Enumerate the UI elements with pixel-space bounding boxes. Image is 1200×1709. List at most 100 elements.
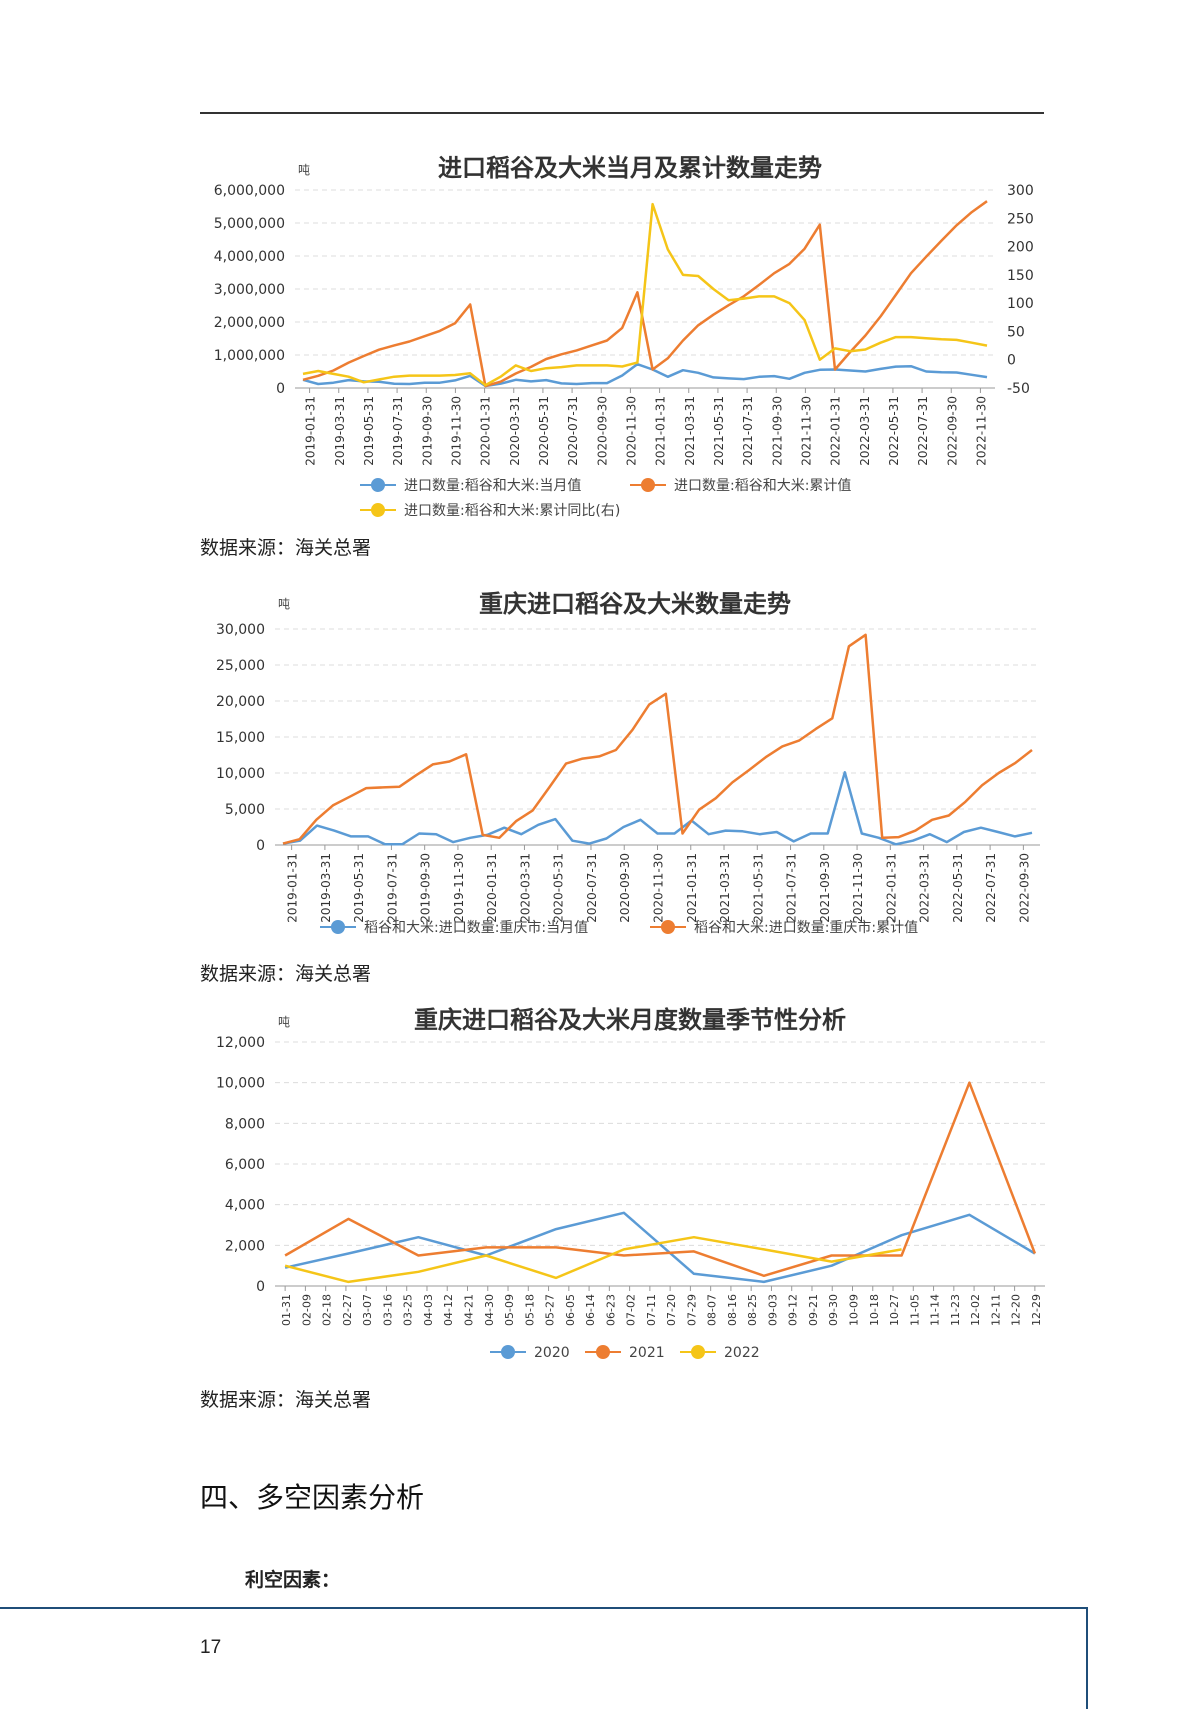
x-tick-label: 2022-05-31 (951, 853, 965, 923)
x-tick-label: 2021-11-30 (851, 853, 865, 923)
y-tick-label: 0 (276, 381, 285, 397)
x-tick-label: 12-02 (969, 1294, 982, 1326)
x-tick-label: 01-31 (280, 1294, 293, 1326)
x-tick-label: 05-18 (523, 1294, 536, 1326)
x-tick-label: 09-30 (827, 1294, 840, 1326)
x-tick-label: 2021-01-31 (685, 853, 699, 923)
x-tick-label: 2020-03-31 (518, 853, 532, 923)
legend-label: 进口数量:稻谷和大米:累计值 (674, 478, 851, 494)
x-tick-label: 09-21 (807, 1294, 820, 1326)
legend-marker (371, 478, 385, 492)
x-tick-label: 02-09 (300, 1294, 313, 1326)
chart-1-svg: 进口稻谷及大米当月及累计数量走势 吨 6,000,000 5,000,000 4,000… (214, 154, 1034, 519)
x-tick-label: 2021-07-31 (785, 853, 799, 923)
section-subtitle: 利空因素： (245, 1569, 341, 1591)
x-tick-label: 2019-11-30 (449, 396, 463, 466)
x-tick-label: 2020-05-31 (537, 396, 551, 466)
x-tick-label: 2020-11-30 (624, 396, 638, 466)
series-line-1 (282, 771, 1033, 846)
legend-marker (596, 1345, 610, 1359)
x-tick-label: 2022-09-30 (945, 396, 959, 466)
legend-marker (691, 1345, 705, 1359)
x-tick-label: 2019-03-31 (319, 853, 333, 923)
x-tick-label: 2021-05-31 (751, 853, 765, 923)
x-tick-label: 09-03 (766, 1294, 779, 1326)
y-tick-label: 0 (256, 838, 265, 854)
legend-marker (641, 478, 655, 492)
x-tick-label: 10-18 (868, 1294, 881, 1326)
y-tick-label: 5,000,000 (214, 216, 285, 232)
legend-marker (331, 920, 345, 934)
y-tick-label: 4,000 (225, 1198, 265, 1214)
y-tick-label: 6,000 (225, 1157, 265, 1173)
y-tick-label: 10,000 (216, 1076, 265, 1092)
x-tick-label: 2020-07-31 (585, 853, 599, 923)
page-number: 17 (200, 1637, 222, 1658)
x-tick-label: 04-21 (463, 1294, 476, 1326)
chart-2: 重庆进口稻谷及大米数量走势 吨 30,000 25,000 20,000 15,000 10… (190, 582, 1050, 942)
series-line-2 (284, 1081, 1037, 1278)
y-axis-unit: 吨 (278, 1015, 290, 1029)
x-tick-label: 06-05 (564, 1294, 577, 1326)
y-tick-label: 1,000,000 (214, 348, 285, 364)
x-tick-label: 2022-07-31 (984, 853, 998, 923)
x-tick-label: 2022-05-31 (887, 396, 901, 466)
series-line-3 (302, 202, 988, 387)
x-tick-label: 2022-01-31 (884, 853, 898, 923)
y-tick-label: 30,000 (216, 622, 265, 638)
series-line-3 (284, 1235, 902, 1284)
x-tick-label: 07-20 (665, 1294, 678, 1326)
y-axis-unit: 吨 (278, 597, 290, 611)
legend-label: 2020 (534, 1345, 570, 1361)
x-tick-label: 08-16 (726, 1294, 739, 1326)
header-rule (200, 112, 1044, 114)
x-tick-label: 2020-01-31 (479, 396, 493, 466)
series-line-1 (302, 362, 988, 388)
legend-label: 稻谷和大米:进口数量:重庆市:当月值 (364, 919, 588, 936)
y2-tick-label: 50 (1007, 324, 1025, 340)
x-tick-label: 2019-09-30 (419, 853, 433, 923)
legend-label: 进口数量:稻谷和大米:当月值 (404, 478, 581, 494)
section-title: 四、多空因素分析 (200, 1481, 425, 1514)
x-tick-label: 2020-01-31 (485, 853, 499, 923)
legend-marker (371, 503, 385, 517)
legend-label: 进口数量:稻谷和大米:累计同比(右) (404, 503, 620, 519)
x-tick-label: 08-25 (746, 1294, 759, 1326)
x-tick-label: 2021-03-31 (683, 396, 697, 466)
x-tick-label: 02-18 (321, 1294, 334, 1326)
y-tick-label: 20,000 (216, 694, 265, 710)
y2-tick-label: 100 (1007, 296, 1034, 312)
y2-tick-label: 200 (1007, 240, 1034, 256)
x-tick-label: 11-14 (929, 1294, 942, 1326)
x-tick-label: 03-16 (381, 1294, 394, 1326)
x-tick-label: 2019-11-30 (452, 853, 466, 923)
x-tick-label: 2019-05-31 (352, 853, 366, 923)
y-tick-label: 8,000 (225, 1116, 265, 1132)
y-tick-label: 5,000 (225, 802, 265, 818)
x-tick-label: 04-30 (483, 1294, 496, 1326)
legend-label: 2022 (724, 1345, 760, 1361)
x-tick-label: 2021-03-31 (718, 853, 732, 923)
x-tick-label: 2020-09-30 (595, 396, 609, 466)
x-tick-label: 2020-09-30 (618, 853, 632, 923)
chart-3: 重庆进口稻谷及大米月度数量季节性分析 吨 12,000 10,000 8,000 6,00… (190, 1002, 1050, 1367)
x-tick-label: 07-29 (685, 1294, 698, 1326)
x-tick-label: 11-05 (908, 1294, 921, 1326)
chart-1: 进口稻谷及大米当月及累计数量走势 吨 6,000,000 5,000,000 4,000… (190, 150, 1050, 530)
x-tick-label: 09-12 (787, 1294, 800, 1326)
y2-tick-label: 0 (1007, 353, 1016, 369)
x-tick-label: 11-23 (949, 1294, 962, 1326)
x-tick-label: 08-07 (706, 1294, 719, 1326)
x-tick-label: 04-03 (422, 1294, 435, 1326)
x-tick-label: 2022-11-30 (974, 396, 988, 466)
x-tick-label: 2021-07-31 (741, 396, 755, 466)
x-tick-label: 03-25 (402, 1294, 415, 1326)
legend-marker (661, 920, 675, 934)
x-tick-label: 07-11 (645, 1294, 658, 1326)
y-tick-label: 15,000 (216, 730, 265, 746)
x-tick-label: 2020-07-31 (566, 396, 580, 466)
data-source-1: 数据来源：海关总署 (200, 537, 372, 559)
x-tick-label: 2020-05-31 (552, 853, 566, 923)
y-tick-label: 0 (256, 1279, 265, 1295)
x-tick-label: 07-02 (625, 1294, 638, 1326)
